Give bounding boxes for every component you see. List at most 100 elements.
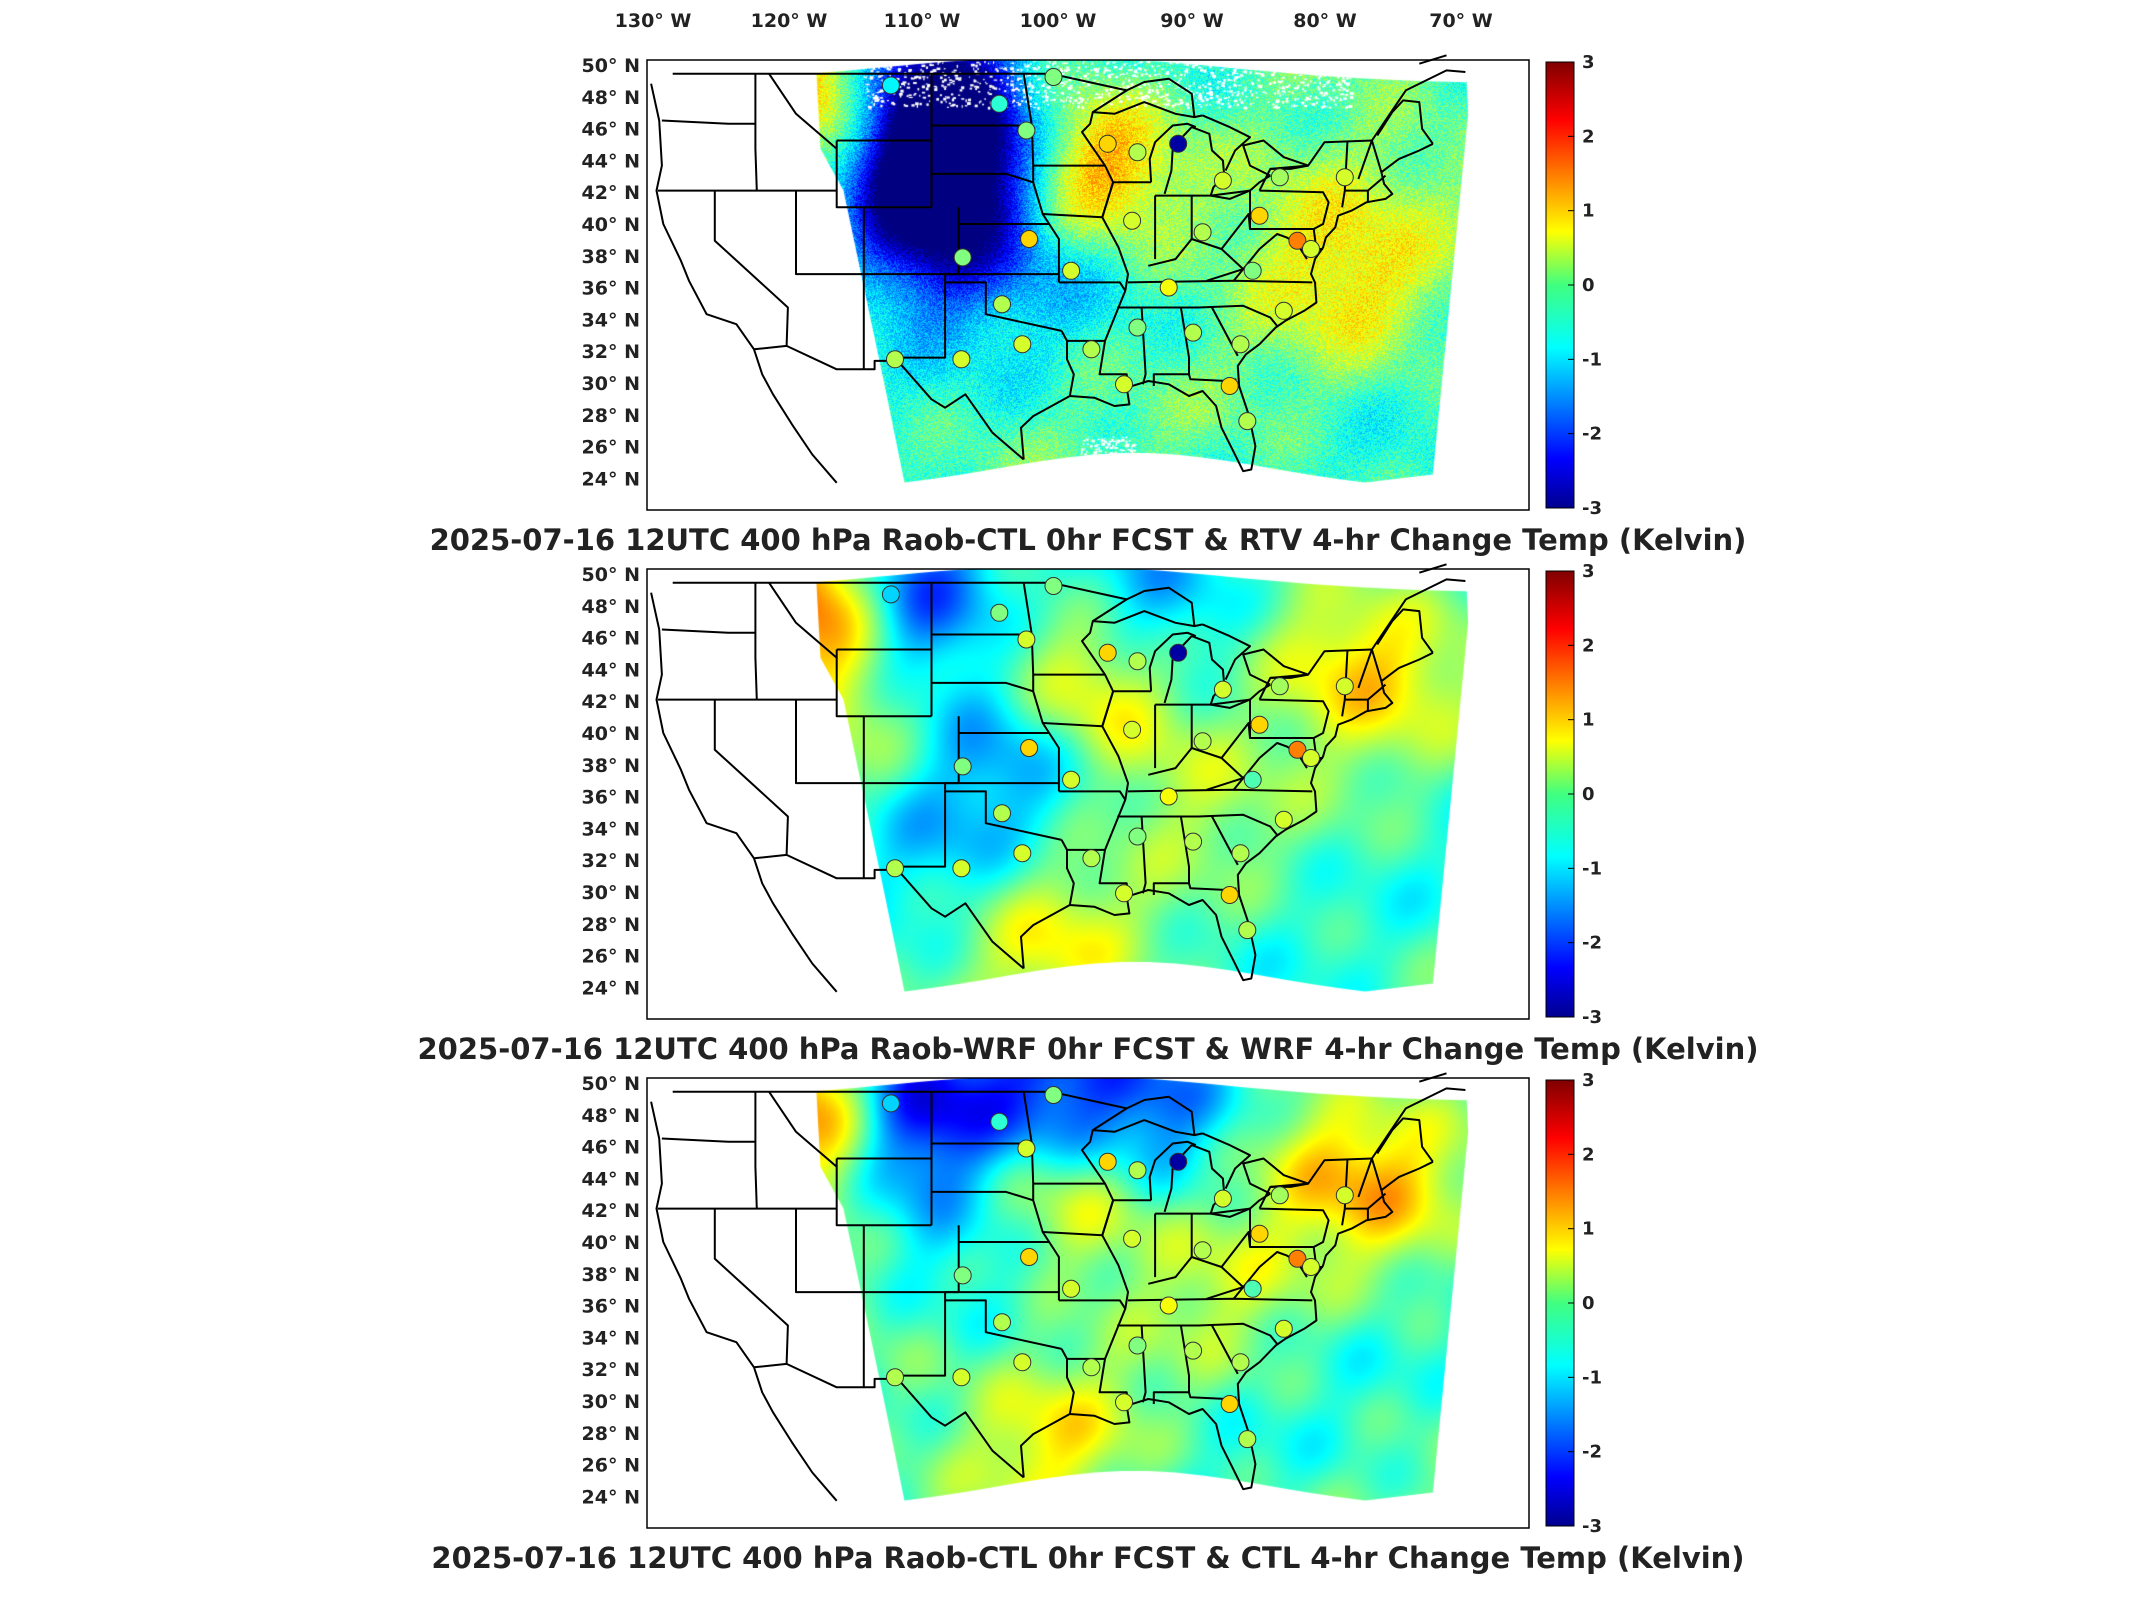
station-marker (1193, 223, 1212, 242)
temperature-field (647, 569, 1529, 1019)
station-markers (881, 68, 1354, 431)
station-marker (1128, 143, 1147, 162)
lat-label: 24° N (582, 1486, 640, 1508)
station-marker (953, 248, 972, 267)
station-marker (1250, 206, 1269, 225)
station-marker (1115, 375, 1133, 394)
station-marker (886, 350, 904, 369)
colorbar-tick: 1 (1582, 201, 1595, 222)
top-longitude-labels: 130° W 120° W 110° W 100° W 90° W 80° W … (615, 10, 1493, 32)
station-marker (1270, 677, 1289, 696)
colorbar-tick: 1 (1582, 1219, 1595, 1240)
panel-title: 2025-07-16 12UTC 400 hPa Raob-WRF 0hr FC… (417, 1032, 1758, 1066)
station-marker (1335, 168, 1354, 187)
lat-label: 44° N (582, 659, 640, 681)
station-marker (993, 804, 1011, 823)
colorbar-tick: 2 (1582, 1144, 1595, 1165)
station-marker (1243, 1279, 1262, 1298)
lat-label: 24° N (582, 468, 640, 490)
colorbar-tick: 0 (1582, 275, 1595, 296)
station-marker (1115, 1393, 1133, 1412)
station-marker (1169, 643, 1188, 662)
map-overlay (650, 1072, 1466, 1502)
station-marker (1220, 377, 1239, 395)
panel-title: 2025-07-16 12UTC 400 hPa Raob-CTL 0hr FC… (431, 1541, 1744, 1575)
station-marker (1098, 1152, 1117, 1171)
lat-label: 50° N (582, 55, 640, 77)
station-marker (1123, 211, 1142, 230)
station-marker (1020, 1248, 1039, 1266)
station-marker (1220, 886, 1239, 904)
station-marker (886, 859, 904, 878)
station-marker (1017, 1139, 1036, 1158)
station-marker (1213, 1189, 1232, 1208)
station-marker (1274, 1319, 1293, 1338)
station-marker (1128, 1336, 1147, 1355)
colorbar-tick: -3 (1582, 1007, 1602, 1028)
station-marker (1159, 278, 1178, 297)
lat-label: 28° N (582, 914, 640, 936)
colorbar-tick: -2 (1582, 424, 1602, 445)
station-marker (1098, 134, 1117, 153)
lat-label: 38° N (582, 755, 640, 777)
station-marker (881, 1094, 900, 1113)
temperature-field (647, 1078, 1529, 1528)
station-marker (1017, 121, 1036, 140)
station-marker (881, 585, 900, 604)
station-marker (1169, 134, 1188, 153)
station-marker (1082, 849, 1101, 868)
station-marker (1302, 1258, 1320, 1276)
station-marker (1238, 412, 1257, 431)
lat-label: 34° N (582, 818, 640, 840)
station-marker (1013, 844, 1032, 863)
colorbar-tick: 0 (1582, 784, 1595, 805)
lat-label: 40° N (582, 1232, 640, 1254)
station-marker (952, 859, 971, 878)
lat-label: 36° N (582, 787, 640, 809)
station-marker (1123, 720, 1142, 739)
map-overlay (650, 563, 1466, 993)
station-marker (886, 1368, 904, 1387)
station-marker (1098, 643, 1117, 662)
station-marker (993, 295, 1011, 314)
station-marker (1335, 1186, 1354, 1205)
colorbar-tick: -3 (1582, 1516, 1602, 1537)
station-marker (1193, 732, 1212, 751)
lon-label: 130° W (615, 10, 692, 32)
station-markers (881, 1086, 1354, 1449)
lat-label: 32° N (582, 341, 640, 363)
station-marker (1243, 261, 1262, 280)
station-marker (1274, 810, 1293, 829)
station-marker (1288, 231, 1307, 250)
station-marker (1193, 1241, 1212, 1260)
colorbar-tick: 3 (1582, 561, 1595, 582)
station-marker (1159, 787, 1178, 806)
station-marker (1250, 715, 1269, 734)
station-marker (1082, 1358, 1101, 1377)
lat-label: 26° N (582, 946, 640, 968)
station-marker (1184, 323, 1203, 342)
station-marker (1020, 739, 1039, 757)
panel-title: 2025-07-16 12UTC 400 hPa Raob-CTL 0hr FC… (430, 523, 1747, 557)
lat-label: 44° N (582, 150, 640, 172)
lat-label: 36° N (582, 278, 640, 300)
station-marker (1302, 749, 1320, 767)
colorbar-tick: 1 (1582, 710, 1595, 731)
lat-label: 40° N (582, 214, 640, 236)
station-marker (990, 603, 1009, 622)
map-panel-3: 50° N 48° N 46° N 44° N 42° N 40° N 38° N 36° N… (431, 1070, 1744, 1575)
station-marker (881, 76, 900, 95)
lat-label: 40° N (582, 723, 640, 745)
lat-label: 32° N (582, 1359, 640, 1381)
lat-label: 48° N (582, 1105, 640, 1127)
station-marker (1184, 1341, 1203, 1360)
lat-label: 32° N (582, 850, 640, 872)
colorbar: 3 2 1 0 -1 -2 -3 (1545, 52, 1602, 519)
latitude-labels: 50° N 48° N 46° N 44° N 42° N 40° N 38° N 36° N… (582, 564, 640, 999)
station-marker (1270, 1186, 1289, 1205)
station-marker (1220, 1395, 1239, 1413)
station-marker (1013, 1353, 1032, 1372)
station-marker (1062, 1279, 1081, 1298)
lat-label: 50° N (582, 564, 640, 586)
